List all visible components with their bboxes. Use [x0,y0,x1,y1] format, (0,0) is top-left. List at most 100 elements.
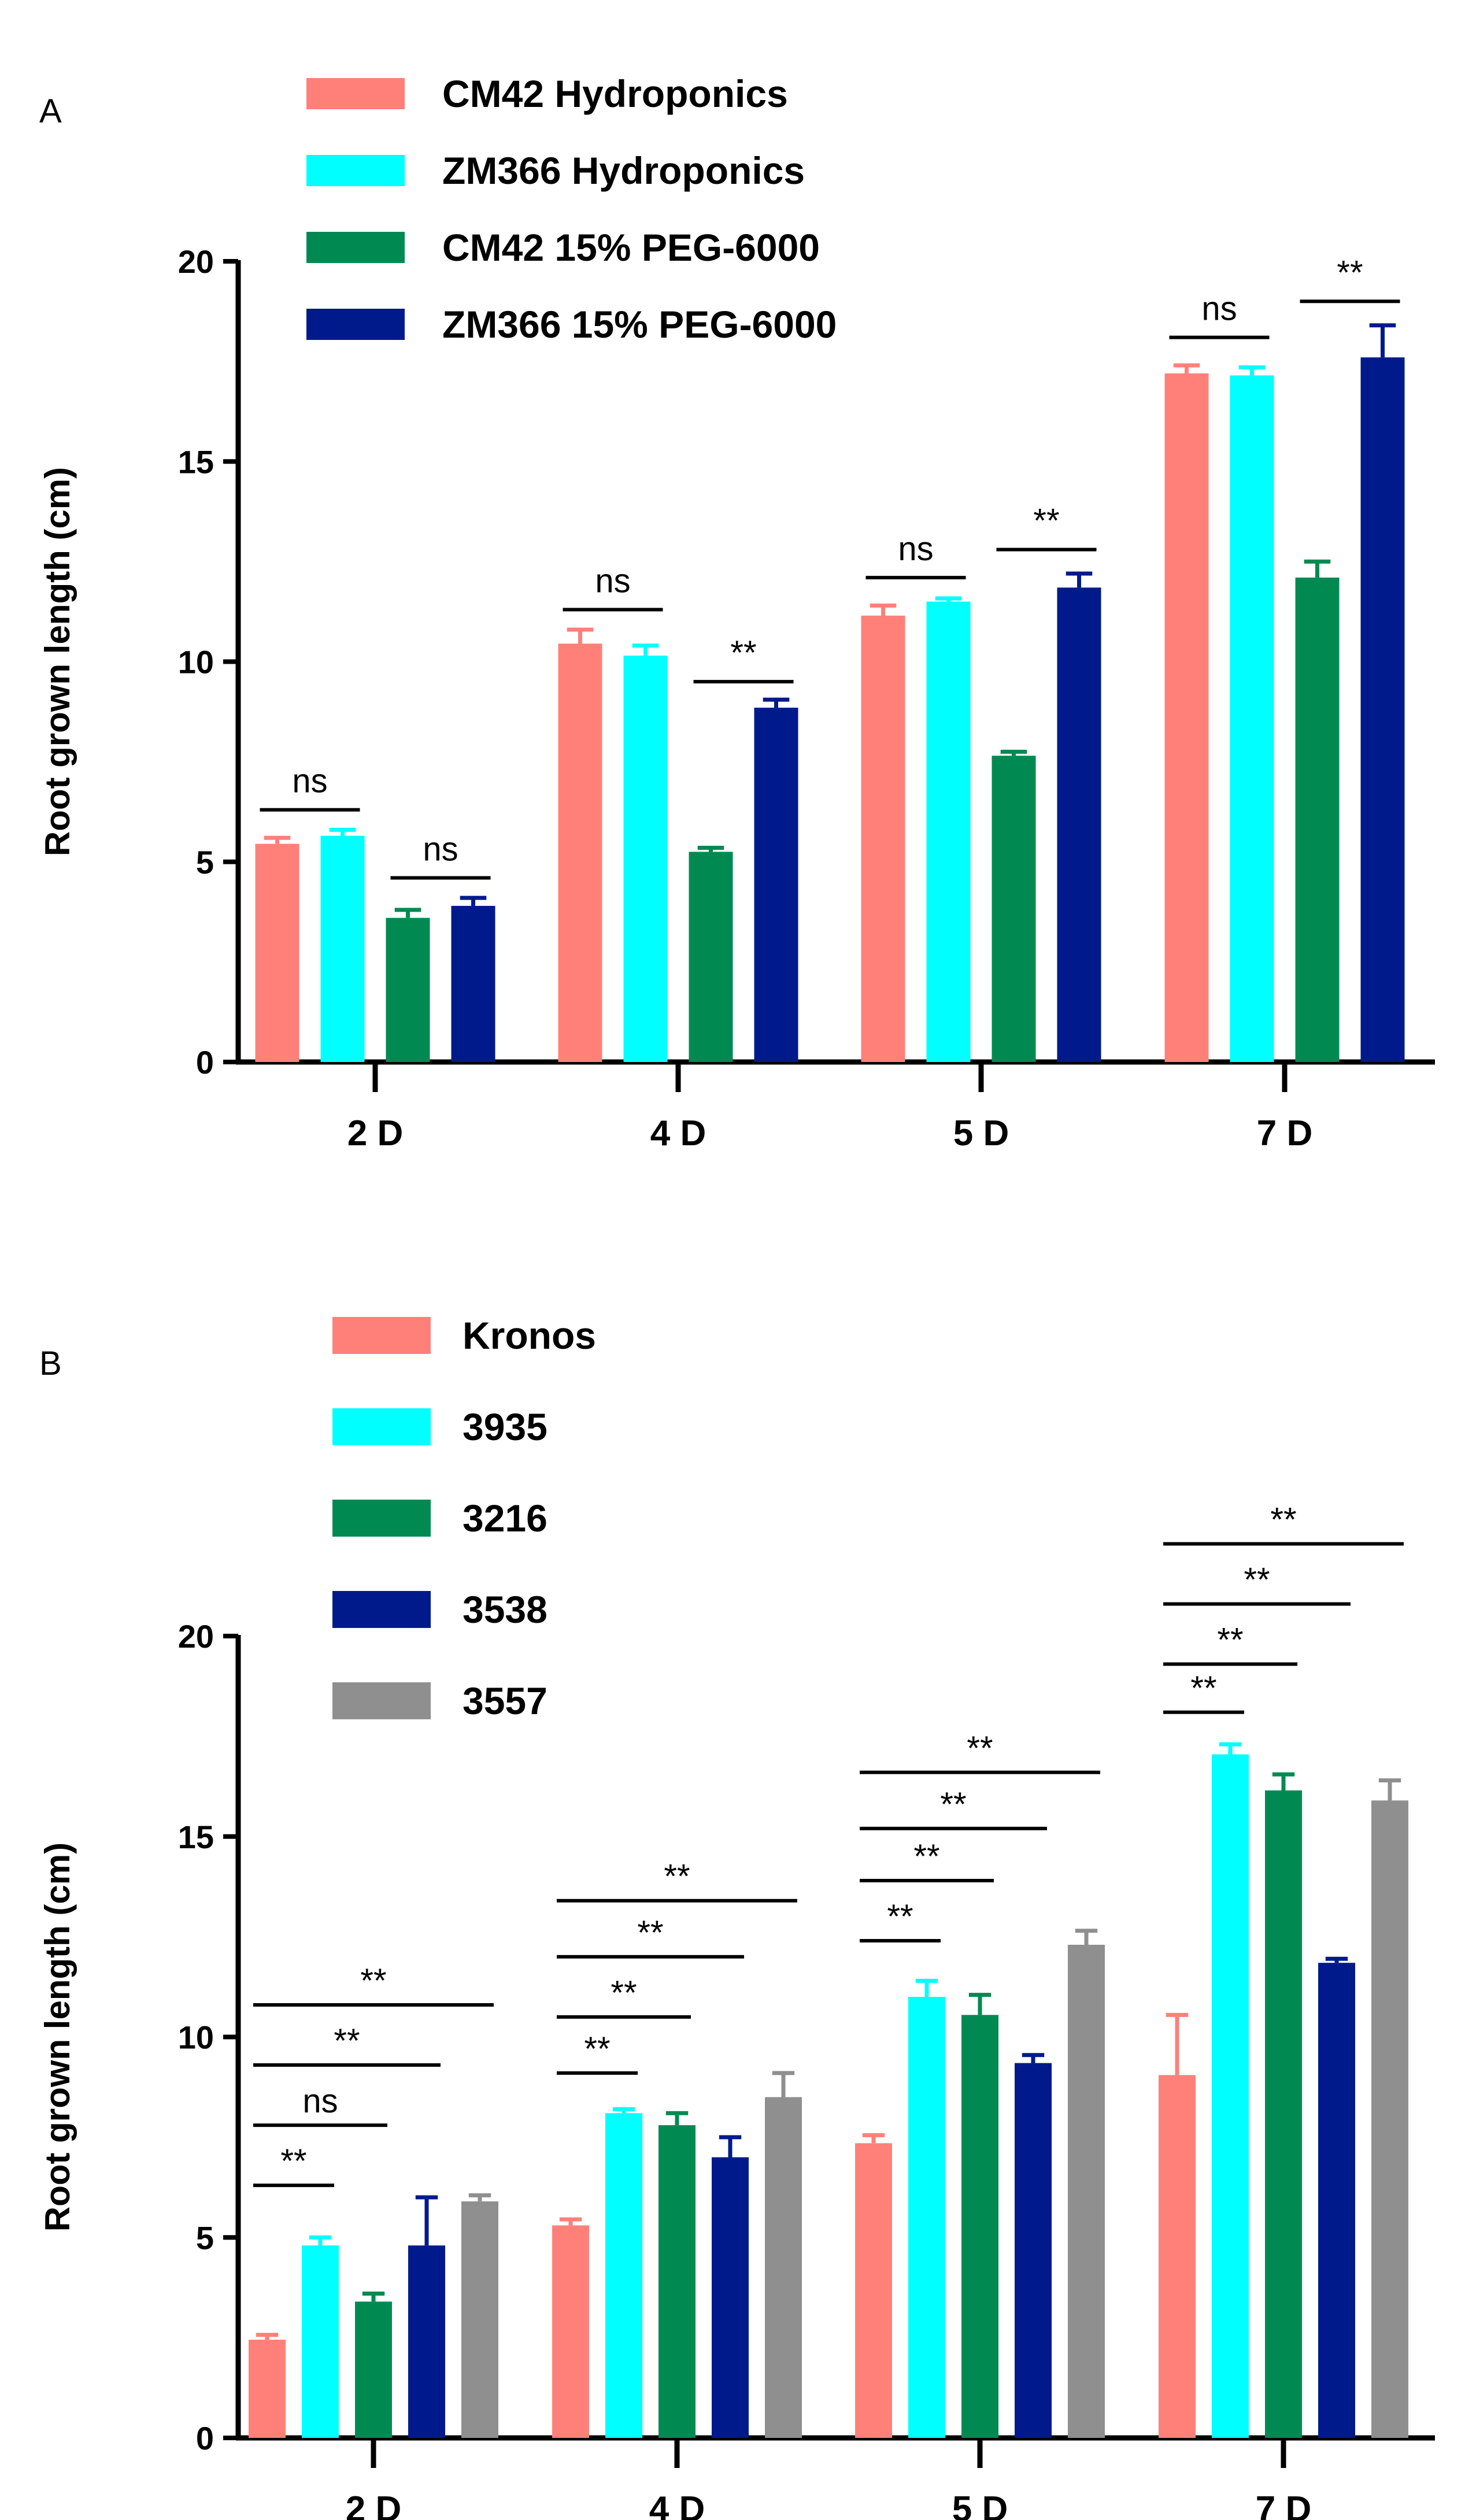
significance-label: ** [1190,1670,1216,1707]
bar [765,2097,802,2438]
legend-label: ZM366 Hydroponics [442,149,805,192]
x-category-label: 7 D [1256,2489,1311,2520]
significance-label: ** [913,1838,939,1875]
legend-swatch [332,1500,431,1537]
x-category-label: 2 D [347,1113,403,1153]
y-tick-label: 20 [178,243,214,280]
significance-label: ** [1337,254,1363,291]
bar [1371,1800,1408,2438]
bar [689,852,733,1062]
significance-label: ns [898,530,933,568]
bar [908,1997,945,2438]
x-category-label: 5 D [952,2489,1008,2520]
bar [320,835,365,1062]
bar [1015,2063,1052,2438]
significance-label: ** [360,1962,386,2000]
bar [1230,375,1274,1062]
x-category-label: 2 D [346,2489,401,2520]
bar [249,2340,286,2438]
significance-label: ** [887,1898,913,1936]
legend-label: 3935 [463,1405,548,1448]
x-category-label: 7 D [1257,1113,1312,1153]
panel-label: B [39,1345,62,1382]
y-tick-label: 0 [196,1044,214,1080]
legend-label: Kronos [463,1314,596,1357]
legend-swatch [306,78,405,109]
significance-label: ** [280,2142,306,2180]
bar [754,708,798,1062]
significance-label: ** [637,1914,663,1952]
bar [1159,2075,1196,2438]
significance-label: ** [1033,502,1059,540]
y-tick-label: 10 [178,644,214,680]
legend-swatch [332,1591,431,1628]
y-tick-label: 5 [196,2219,214,2256]
significance-label: ns [1201,290,1237,328]
bar [992,756,1036,1062]
y-tick-label: 20 [178,1618,214,1655]
legend-swatch [332,1682,431,1719]
bar [861,615,905,1062]
legend-swatch [306,309,405,340]
y-axis-title: Root grown length (cm) [38,1842,77,2232]
significance-label: ** [730,634,756,672]
bar [1164,373,1209,1062]
legend-label: 3557 [463,1679,548,1722]
panel-label: A [39,92,62,130]
bar [302,2245,339,2438]
bar [1068,1944,1105,2438]
bar [961,2015,998,2438]
y-tick-label: 5 [196,844,214,880]
legend: Kronos 3935 3216 3538 3557 [332,1314,596,1722]
bar [659,2125,696,2438]
significance-label: ** [1270,1501,1296,1538]
legend-label: 3216 [463,1497,548,1540]
legend-swatch [332,1408,431,1445]
bar [451,905,495,1062]
bar [1265,1790,1302,2438]
bar [926,601,971,1062]
y-tick-label: 10 [178,2019,214,2056]
significance-label: ** [940,1786,966,1823]
significance-label: ns [595,562,630,600]
legend-swatch [306,155,405,186]
bar [558,643,602,1062]
bar [712,2157,749,2438]
bar [1318,1963,1355,2438]
bar [1360,357,1405,1063]
bar [855,2143,892,2438]
x-category-label: 4 D [649,2489,705,2520]
legend-swatch [332,1317,431,1354]
bar [1295,578,1340,1062]
x-category-label: 4 D [650,1113,706,1153]
legend-label: CM42 15% PEG-6000 [442,226,820,269]
y-tick-label: 15 [178,443,214,480]
bar [355,2301,392,2438]
significance-label: ** [334,2022,360,2060]
legend-label: ZM366 15% PEG-6000 [442,303,837,346]
legend-swatch [306,232,405,263]
significance-label: ** [611,1974,637,2012]
significance-label: ns [423,830,458,868]
legend-label: 3538 [463,1588,548,1631]
significance-label: ** [967,1730,993,1767]
significance-label: ns [292,763,327,800]
y-tick-label: 15 [178,1819,214,1855]
significance-label: ** [664,1858,690,1896]
significance-label: ** [1217,1622,1243,1659]
bar [623,656,668,1062]
bar [552,2225,589,2438]
chart-panel-b: B 0 5 10 15 20 Root grown length (cm) 2 D 4 D 5 D… [38,1314,1435,2520]
legend-label: CM42 Hydroponics [442,72,788,115]
chart-panel-a: A 0 5 10 15 20 Root grown length (cm) 2 D 4 D 5 D… [38,72,1435,1153]
bar [255,843,299,1062]
bar [1212,1754,1249,2438]
bar [386,917,430,1062]
bar [461,2201,498,2438]
legend: CM42 Hydroponics ZM366 Hydroponics CM42 15… [306,72,837,346]
significance-label: ns [302,2082,338,2120]
significance-label: ** [1244,1561,1270,1599]
bar [1057,587,1101,1062]
x-category-label: 5 D [953,1113,1009,1153]
